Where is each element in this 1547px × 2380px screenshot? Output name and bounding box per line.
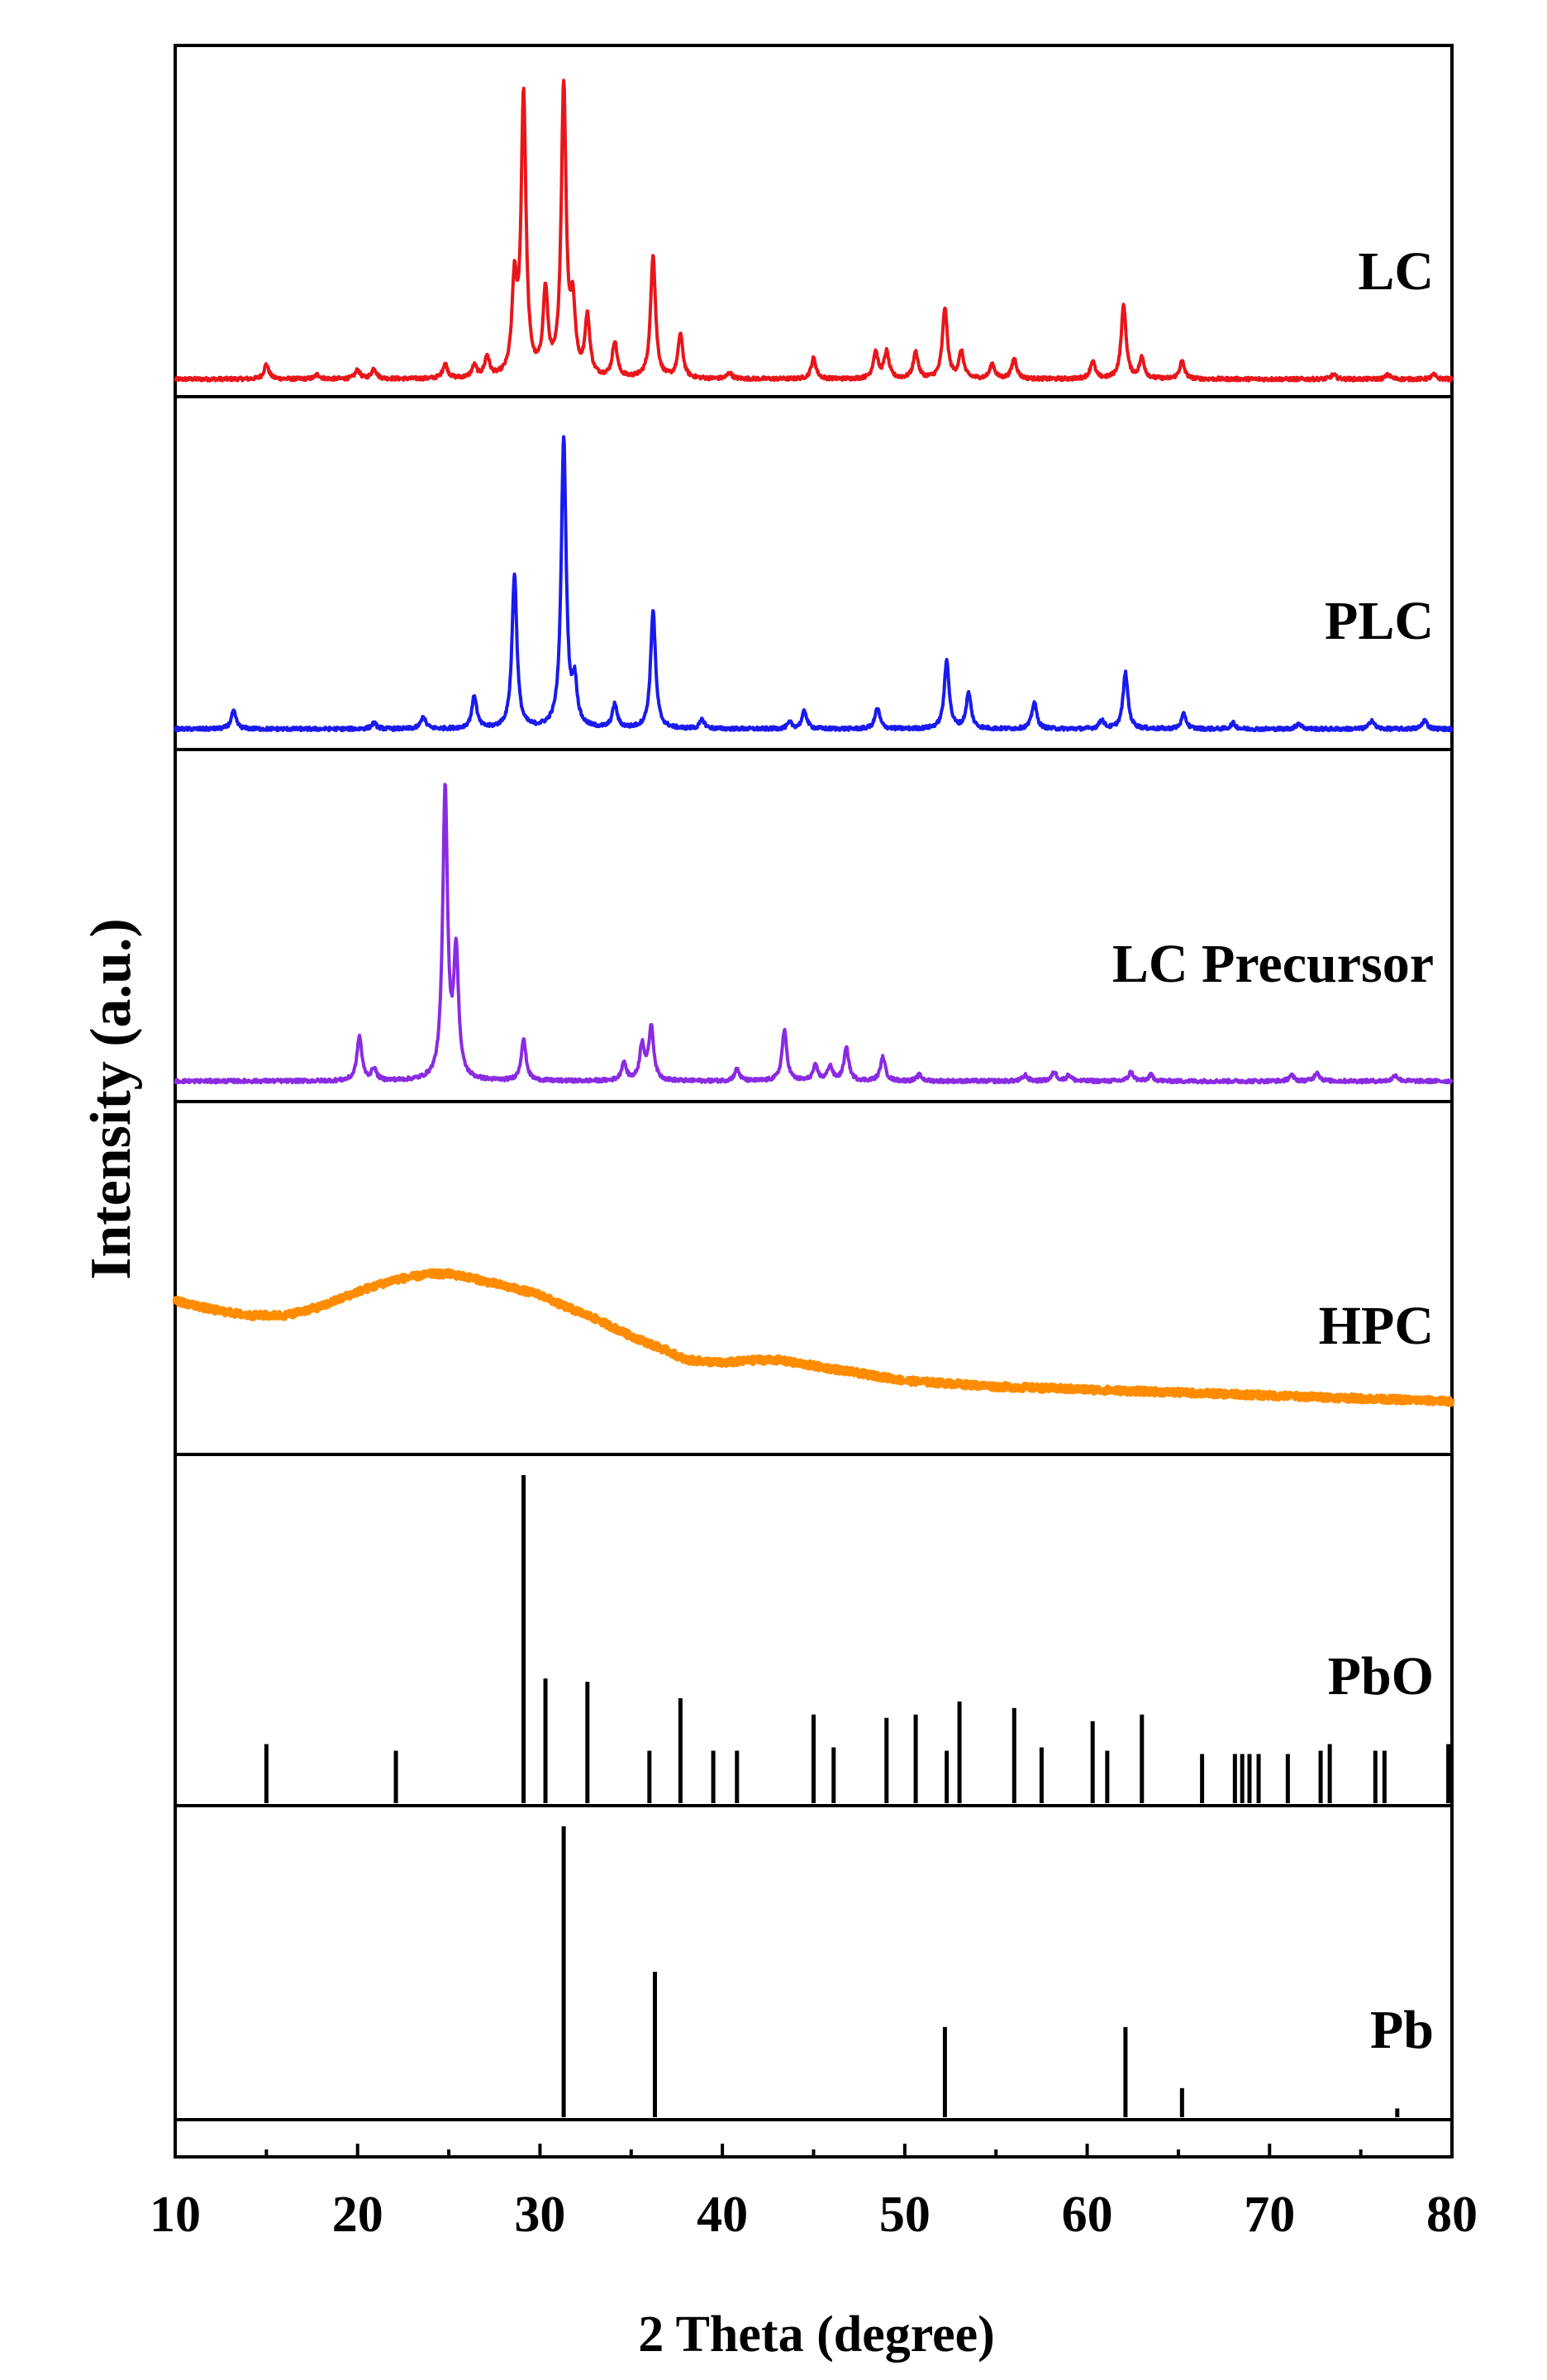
series-label-plc: PLC (1325, 591, 1434, 651)
panel-lc: LC (174, 79, 1454, 383)
panel-pbo: PbO (264, 1475, 1451, 1803)
panel-group: LC PLC LC Precursor HPC PbO Pb (172, 44, 1455, 2159)
hpc-line (172, 1268, 1455, 1407)
series-label-lc-precursor: LC Precursor (1112, 934, 1434, 994)
panel-pb: Pb (561, 1826, 1434, 2117)
series-label-pbo: PbO (1328, 1646, 1434, 1706)
panel-lc-precursor: LC Precursor (174, 783, 1454, 1085)
series-label-hpc: HPC (1319, 1296, 1434, 1356)
x-axis-label: 2 Theta (degree) (638, 2306, 995, 2363)
series-label-lc: LC (1358, 241, 1434, 302)
x-tick-label: 60 (1062, 2187, 1113, 2243)
lc-line (174, 79, 1454, 383)
x-tick-label: 80 (1426, 2187, 1478, 2243)
x-axis: 10 20 30 40 50 60 70 80 (150, 2144, 1478, 2243)
lc-precursor-line (174, 783, 1454, 1085)
x-tick-label: 50 (879, 2187, 931, 2243)
plc-line (174, 435, 1454, 733)
x-tick-label: 70 (1244, 2187, 1295, 2243)
x-tick-label: 20 (332, 2187, 383, 2243)
y-axis-label: Intensity (a.u.) (79, 918, 143, 1280)
panel-plc: PLC (174, 435, 1454, 733)
x-tick-label: 10 (150, 2187, 201, 2243)
series-label-pb: Pb (1370, 2000, 1434, 2060)
x-tick-label: 30 (514, 2187, 565, 2243)
panel-hpc: HPC (172, 1268, 1455, 1407)
x-tick-label: 40 (697, 2187, 748, 2243)
